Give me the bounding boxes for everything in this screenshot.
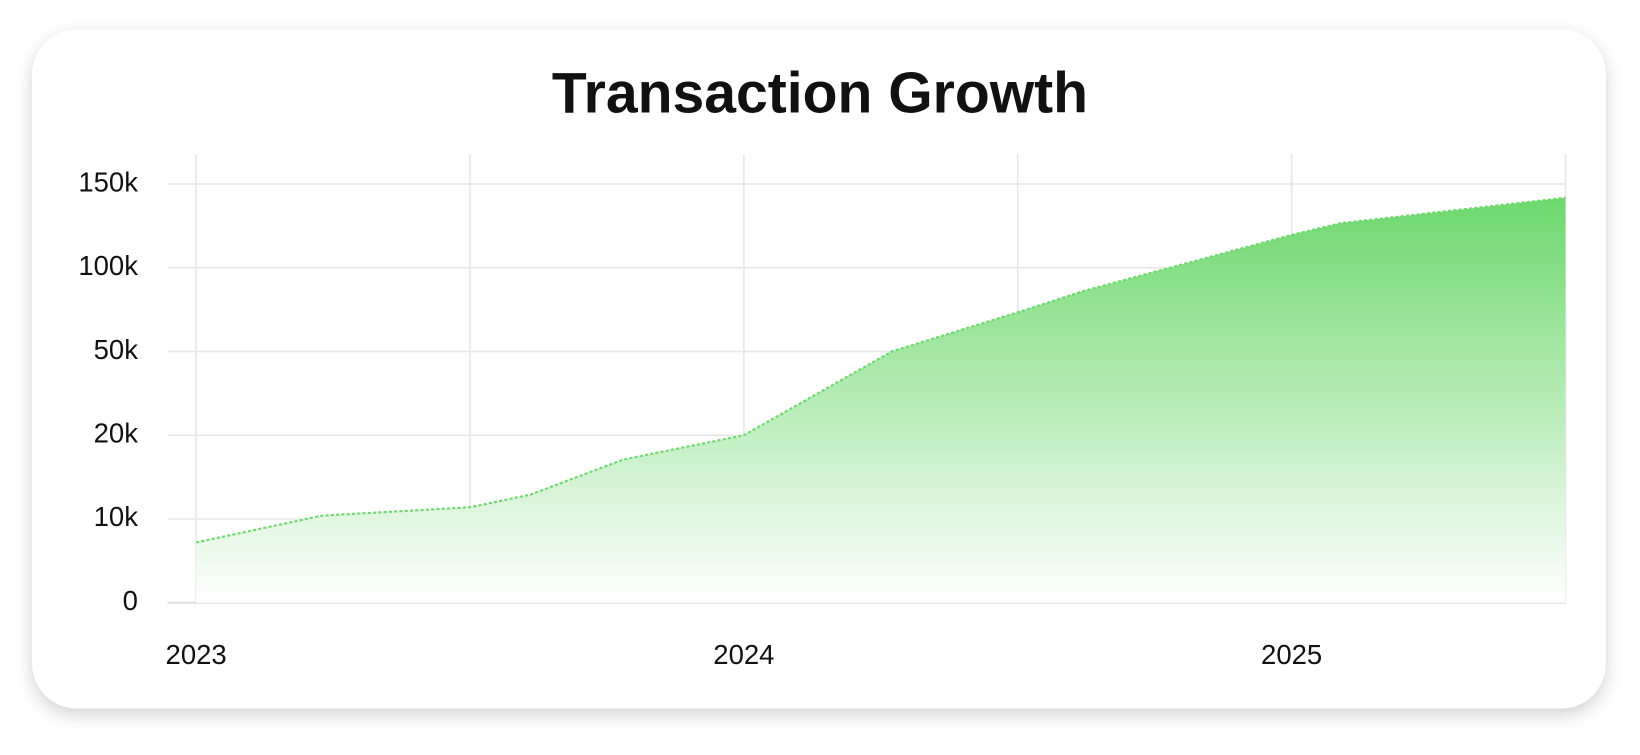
y-tick-label: 0: [123, 585, 138, 616]
y-tick-label: 150k: [78, 166, 138, 197]
y-tick-label: 100k: [78, 250, 138, 281]
chart-title: Transaction Growth: [552, 61, 1088, 125]
x-tick-label: 2024: [713, 639, 774, 670]
y-tick-label: 50k: [94, 334, 139, 365]
x-tick-label: 2025: [1261, 639, 1322, 670]
area: [196, 197, 1566, 603]
y-tick-label: 10k: [94, 501, 139, 532]
x-tick-label: 2023: [166, 639, 227, 670]
y-tick-label: 20k: [94, 418, 139, 449]
line: [195, 196, 1566, 544]
